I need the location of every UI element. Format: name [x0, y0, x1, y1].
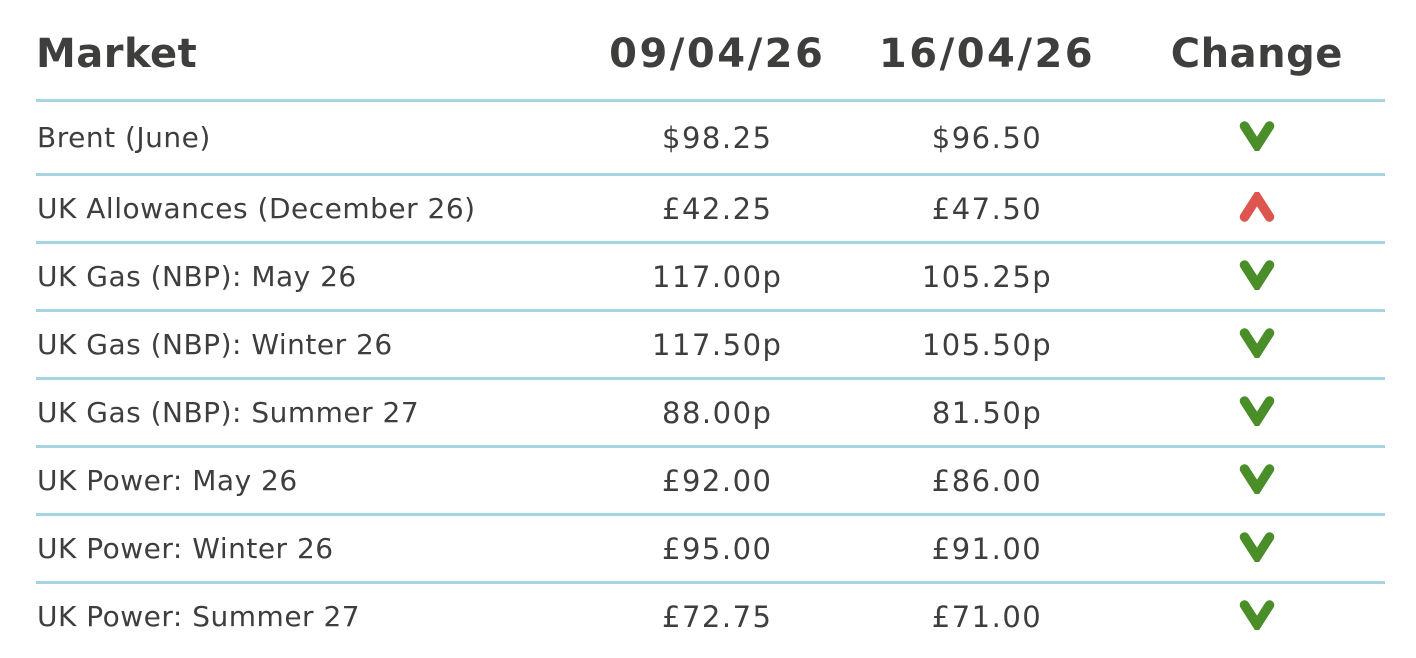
- price-curr: £86.00: [845, 446, 1129, 516]
- market-table-container: Market 09/04/26 16/04/26 Change Brent (J…: [36, 0, 1385, 649]
- change-arrow-icon: [1238, 599, 1276, 630]
- column-header-market: Market: [36, 0, 590, 102]
- change-arrow-icon: [1238, 259, 1276, 290]
- price-curr: $96.50: [845, 100, 1129, 176]
- market-price-table: Market 09/04/26 16/04/26 Change Brent (J…: [36, 0, 1385, 649]
- change-cell: [1128, 514, 1385, 584]
- header-row: Market 09/04/26 16/04/26 Change: [36, 0, 1385, 102]
- price-prev: 117.50p: [589, 310, 846, 380]
- table-row: UK Gas (NBP): Summer 27 88.00p 81.50p: [36, 378, 1385, 448]
- price-prev: 117.00p: [589, 242, 846, 312]
- change-cell: [1129, 583, 1385, 650]
- market-name: UK Gas (NBP): May 26: [36, 242, 590, 312]
- table-row: UK Gas (NBP): Winter 26 117.50p 105.50p: [36, 310, 1385, 380]
- price-prev: £92.00: [589, 446, 846, 516]
- column-header-date-curr: 16/04/26: [845, 0, 1129, 102]
- change-arrow-icon: [1238, 120, 1276, 151]
- price-prev: 88.00p: [589, 378, 846, 448]
- price-curr: 105.25p: [845, 242, 1129, 312]
- table-row: UK Power: Winter 26 £95.00 £91.00: [36, 514, 1385, 584]
- market-name: UK Gas (NBP): Summer 27: [36, 378, 590, 448]
- change-cell: [1128, 378, 1385, 448]
- price-curr: 105.50p: [845, 310, 1129, 380]
- change-cell: [1128, 174, 1385, 244]
- price-curr: 81.50p: [845, 378, 1129, 448]
- price-prev: $98.25: [589, 100, 846, 176]
- change-cell: [1128, 100, 1385, 176]
- price-prev: £72.75: [662, 599, 773, 634]
- price-prev: £95.00: [589, 514, 846, 584]
- price-curr: £71.00: [931, 599, 1043, 634]
- table-row: UK Allowances (December 26) £42.25 £47.5…: [36, 174, 1385, 244]
- market-name: UK Power: May 26: [36, 446, 590, 516]
- change-arrow-icon: [1238, 531, 1276, 562]
- change-arrow-icon: [1238, 463, 1276, 494]
- change-arrow-icon: [1238, 327, 1276, 358]
- table-row: UK Power: Summer 27 £72.75 £71.00: [36, 583, 1385, 650]
- price-curr: £47.50: [845, 174, 1129, 244]
- table-header: Market 09/04/26 16/04/26 Change: [36, 0, 1385, 102]
- market-name: UK Power: Winter 26: [36, 514, 590, 584]
- price-curr: £91.00: [845, 514, 1129, 584]
- change-arrow-icon: [1238, 191, 1276, 222]
- table-row: UK Gas (NBP): May 26 117.00p 105.25p: [36, 242, 1385, 312]
- table-body: Brent (June) $98.25 $96.50 UK Allowances…: [36, 100, 1385, 650]
- change-cell: [1128, 446, 1385, 516]
- market-name: Brent (June): [36, 100, 590, 176]
- change-arrow-icon: [1238, 395, 1276, 426]
- table-row: Brent (June) $98.25 $96.50: [36, 100, 1385, 176]
- table-row: UK Power: May 26 £92.00 £86.00: [36, 446, 1385, 516]
- column-header-change: Change: [1128, 0, 1385, 102]
- change-cell: [1128, 242, 1385, 312]
- market-name: UK Power: Summer 27: [37, 600, 361, 633]
- column-header-date-prev: 09/04/26: [589, 0, 846, 102]
- price-prev: £42.25: [589, 174, 846, 244]
- change-cell: [1128, 310, 1385, 380]
- market-name: UK Allowances (December 26): [36, 174, 590, 244]
- market-name: UK Gas (NBP): Winter 26: [36, 310, 590, 380]
